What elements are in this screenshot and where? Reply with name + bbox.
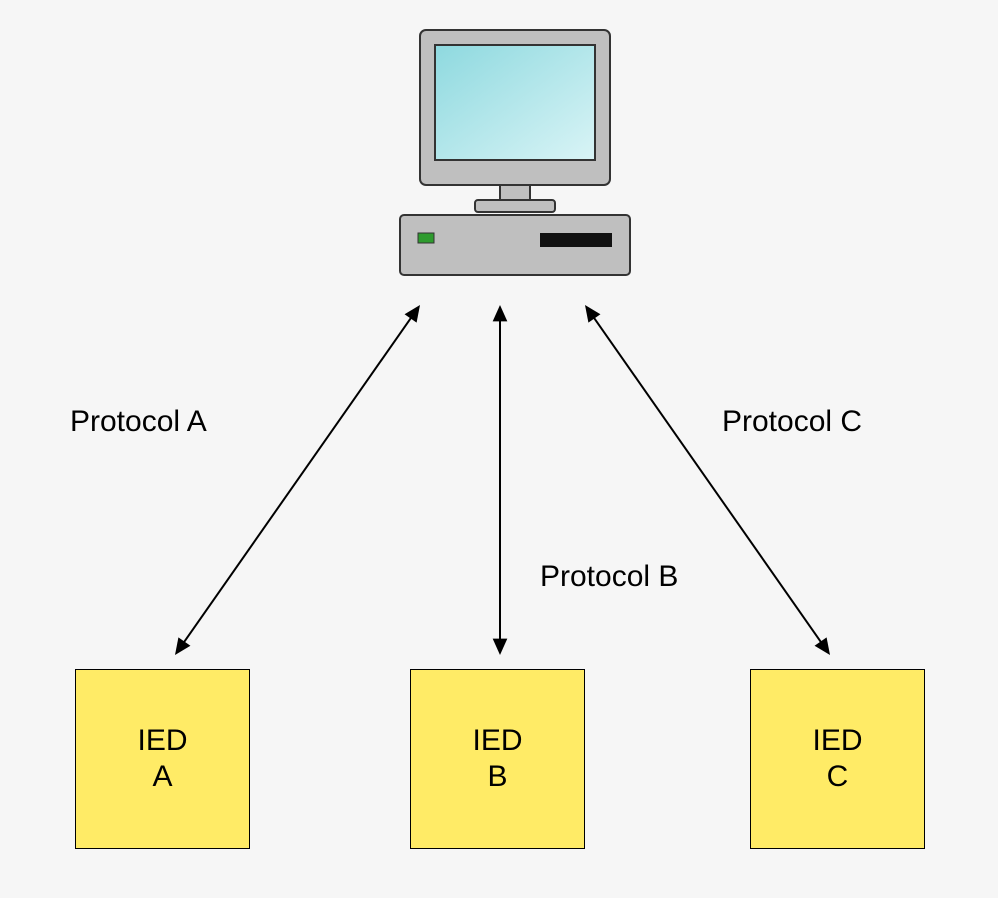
ied-b-label-1: IED <box>472 723 522 759</box>
ied-a-label-2: A <box>152 759 172 795</box>
ied-c-label-2: C <box>827 759 849 795</box>
protocol-a-label: Protocol A <box>70 405 207 439</box>
ied-a-box: IED A <box>75 669 250 849</box>
ied-b-label-2: B <box>487 759 507 795</box>
protocol-c-label: Protocol C <box>722 405 862 439</box>
diagram-canvas: IED A IED B IED C Protocol A Protocol B … <box>0 0 998 898</box>
ied-a-label-1: IED <box>137 723 187 759</box>
ied-c-label-1: IED <box>812 723 862 759</box>
protocol-b-label: Protocol B <box>540 560 678 594</box>
ied-b-box: IED B <box>410 669 585 849</box>
ied-c-box: IED C <box>750 669 925 849</box>
